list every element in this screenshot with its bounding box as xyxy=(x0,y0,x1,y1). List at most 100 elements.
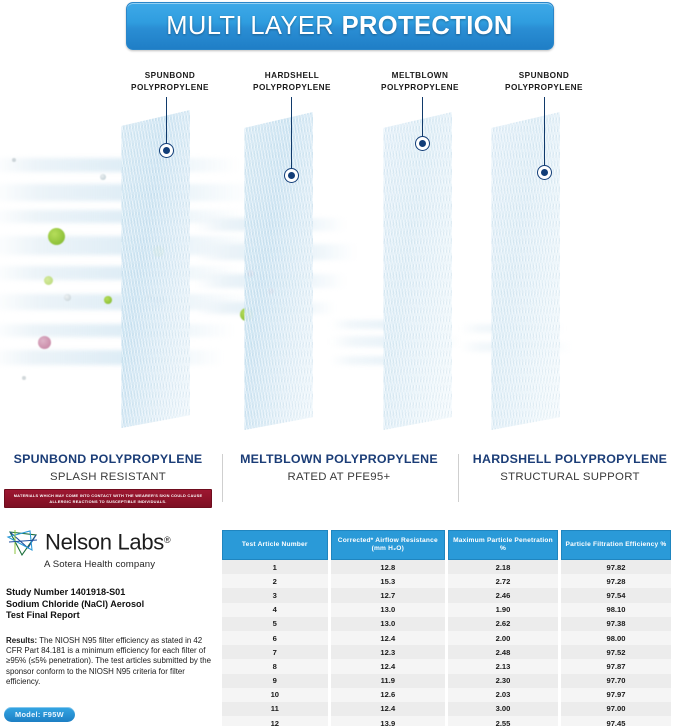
table-row: 1 12.8 2.18 97.82 xyxy=(222,560,671,575)
mask-layer-diagram xyxy=(0,97,679,443)
mask-layer-meltblown xyxy=(383,112,452,430)
cell-article-number: 9 xyxy=(222,673,328,688)
nelson-labs-logo-icon xyxy=(6,530,38,557)
feature-spunbond-title: SPUNBOND POLYPROPYLENE xyxy=(13,452,203,466)
airflow-stream xyxy=(0,324,235,337)
layer-texture xyxy=(491,112,560,430)
cell-penetration: 2.18 xyxy=(447,560,558,575)
airflow-stream xyxy=(0,158,240,172)
cell-penetration: 2.48 xyxy=(447,645,558,660)
leader-line-3 xyxy=(544,97,545,167)
particle xyxy=(48,228,65,245)
feature-meltblown-sub: RATED AT PFE95+ xyxy=(287,471,391,483)
banner-title-bold: PROTECTION xyxy=(341,11,513,40)
feature-hardshell-title: HARDSHELL POLYPROPYLENE xyxy=(472,452,668,466)
feature-spunbond-sub: SPLASH RESISTANT xyxy=(50,471,166,483)
cell-airflow-resistance: 15.3 xyxy=(330,574,445,589)
leader-line-1 xyxy=(291,97,292,170)
col-filtration-efficiency: Particle Filtration Efficiency % xyxy=(560,530,671,560)
cell-article-number: 6 xyxy=(222,630,328,646)
cell-airflow-resistance: 12.4 xyxy=(330,659,445,674)
mask-layer-hardshell xyxy=(244,112,313,430)
layer-callout-labels: SPUNBOND POLYPROPYLENE HARDSHELL POLYPRO… xyxy=(0,70,679,98)
test-results-table: Test Article Number Corrected* Airflow R… xyxy=(219,530,674,726)
cell-penetration: 2.46 xyxy=(447,588,558,603)
cell-airflow-resistance: 12.4 xyxy=(330,701,445,717)
cell-airflow-resistance: 12.4 xyxy=(330,630,445,646)
cell-efficiency: 97.45 xyxy=(560,716,671,726)
study-details: Study Number 1401918-S01 Sodium Chloride… xyxy=(6,587,211,622)
cell-efficiency: 97.97 xyxy=(560,687,671,702)
cell-airflow-resistance: 12.8 xyxy=(330,560,445,575)
col-airflow-resistance: Corrected* Airflow Resistance (mm H₂O) xyxy=(330,530,445,560)
particle xyxy=(44,276,53,285)
cell-penetration: 1.90 xyxy=(447,602,558,617)
table-row: 10 12.6 2.03 97.97 xyxy=(222,687,671,702)
particle xyxy=(104,296,112,304)
cell-efficiency: 97.00 xyxy=(560,701,671,717)
feature-meltblown: MELTBLOWN POLYPROPYLENE RATED AT PFE95+ xyxy=(232,452,446,483)
banner-title-light: MULTI LAYER xyxy=(166,11,335,40)
callout-label-2: MELTBLOWN POLYPROPYLENE xyxy=(360,70,480,93)
cell-penetration: 2.03 xyxy=(447,687,558,702)
table-row: 2 15.3 2.72 97.28 xyxy=(222,574,671,589)
table-head: Test Article Number Corrected* Airflow R… xyxy=(222,530,671,560)
cell-airflow-resistance: 12.6 xyxy=(330,687,445,702)
cell-article-number: 4 xyxy=(222,602,328,617)
cell-efficiency: 97.38 xyxy=(560,616,671,631)
col-test-article-number: Test Article Number xyxy=(222,530,328,560)
allergy-warning-banner: MATERIALS WHICH MAY COME INTO CONTACT WI… xyxy=(4,489,212,509)
callout-2-line1: MELTBLOWN xyxy=(391,71,449,80)
cell-efficiency: 97.70 xyxy=(560,673,671,688)
study-aerosol: Sodium Chloride (NaCl) Aerosol xyxy=(6,598,145,609)
feature-hardshell: HARDSHELL POLYPROPYLENE STRUCTURAL SUPPO… xyxy=(466,452,674,483)
cell-article-number: 2 xyxy=(222,574,328,589)
header-banner: MULTI LAYER PROTECTION xyxy=(125,2,554,50)
nelson-labs-header: Nelson Labs® xyxy=(6,528,211,558)
table-row: 7 12.3 2.48 97.52 xyxy=(222,645,671,660)
cell-airflow-resistance: 13.0 xyxy=(330,616,445,631)
particle xyxy=(100,174,106,180)
airflow-stream xyxy=(0,350,225,365)
test-results-table-wrap: Test Article Number Corrected* Airflow R… xyxy=(219,530,674,726)
callout-2-line2: POLYPROPYLENE xyxy=(381,82,459,92)
feature-columns: SPUNBOND POLYPROPYLENE SPLASH RESISTANT … xyxy=(0,452,679,520)
cell-article-number: 5 xyxy=(222,616,328,631)
cell-efficiency: 97.52 xyxy=(560,645,671,660)
table-row: 12 13.9 2.55 97.45 xyxy=(222,716,671,726)
cell-efficiency: 98.10 xyxy=(560,602,671,617)
cell-airflow-resistance: 12.3 xyxy=(330,645,445,660)
callout-node-2 xyxy=(415,136,430,151)
results-label: Results: xyxy=(6,635,38,645)
cell-penetration: 2.30 xyxy=(447,673,558,688)
callout-3-line1: SPUNBOND xyxy=(518,71,570,80)
callout-node-0 xyxy=(159,143,174,158)
banner-title: MULTI LAYER PROTECTION xyxy=(166,12,513,41)
table-row: 5 13.0 2.62 97.38 xyxy=(222,616,671,631)
cell-efficiency: 97.87 xyxy=(560,659,671,674)
table-row: 11 12.4 3.00 97.00 xyxy=(222,701,671,717)
table-row: 9 11.9 2.30 97.70 xyxy=(222,673,671,688)
cell-article-number: 1 xyxy=(222,560,328,575)
cell-article-number: 8 xyxy=(222,659,328,674)
model-badge: Model: F95W xyxy=(4,707,75,722)
callout-1-line2: POLYPROPYLENE xyxy=(253,82,331,92)
table-row: 8 12.4 2.13 97.87 xyxy=(222,659,671,674)
cell-penetration: 2.00 xyxy=(447,630,558,646)
cell-efficiency: 97.28 xyxy=(560,574,671,589)
table-row: 6 12.4 2.00 98.00 xyxy=(222,630,671,646)
cell-efficiency: 97.54 xyxy=(560,588,671,603)
study-report-type: Test Final Report xyxy=(6,610,80,621)
cell-article-number: 12 xyxy=(222,716,328,726)
nelson-labs-name: Nelson Labs xyxy=(45,529,164,555)
table-row: 3 12.7 2.46 97.54 xyxy=(222,588,671,603)
callout-0-line2: POLYPROPYLENE xyxy=(131,82,209,92)
callout-0-line1: SPUNBOND xyxy=(144,71,196,80)
cell-airflow-resistance: 12.7 xyxy=(330,588,445,603)
results-paragraph: Results: The NIOSH N95 filter efficiency… xyxy=(6,636,211,687)
callout-label-3: SPUNBOND POLYPROPYLENE xyxy=(484,70,604,93)
feature-meltblown-title: MELTBLOWN POLYPROPYLENE xyxy=(240,452,438,466)
feature-hardshell-sub: STRUCTURAL SUPPORT xyxy=(500,471,640,483)
cell-penetration: 2.72 xyxy=(447,574,558,589)
